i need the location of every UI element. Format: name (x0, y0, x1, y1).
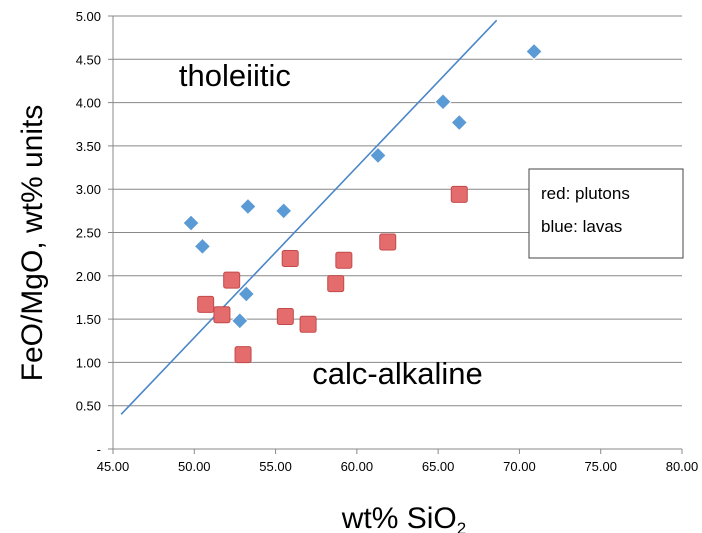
lava-point (182, 214, 200, 232)
region-label: tholeiitic (179, 58, 291, 93)
legend-line-plutons: red: plutons (541, 184, 630, 203)
x-tick-label: 80.00 (666, 459, 699, 474)
pluton-point (213, 306, 231, 324)
pluton-point (276, 308, 294, 326)
legend-line-lavas: blue: lavas (541, 217, 622, 236)
pluton-point (327, 275, 345, 293)
y-tick-label: 4.00 (76, 96, 101, 111)
x-axis-title-main: wt% SiO (341, 502, 457, 533)
lava-point (231, 312, 249, 330)
lava-point (434, 93, 452, 111)
annotations: tholeiitic calc-alkaline (179, 58, 483, 391)
pluton-point (223, 271, 241, 289)
y-tick-label: 2.00 (76, 269, 101, 284)
x-axis-title-subscript: 2 (457, 519, 466, 533)
x-tick-label: 60.00 (341, 459, 374, 474)
tick-labels: - 0.50 1.00 1.50 2.00 2.50 3.00 3.50 4.00 4.50 5.0… (76, 9, 699, 474)
y-tick-label: 3.00 (76, 182, 101, 197)
y-tick-label: 1.00 (76, 355, 101, 370)
grid-lines (113, 15, 682, 407)
x-tick-label: 55.00 (259, 459, 292, 474)
lava-point (525, 42, 543, 61)
y-tick-label: 0.50 (76, 399, 101, 414)
y-tick-label: 4.50 (76, 52, 101, 67)
x-tick-label: 65.00 (422, 459, 455, 474)
y-tick-label: - (97, 442, 101, 457)
x-axis-title: wt% SiO2 (341, 502, 467, 533)
legend-box: red: plutons blue: lavas (528, 168, 684, 259)
region-label: calc-alkaline (312, 356, 483, 391)
x-tick-label: 45.00 (97, 459, 130, 474)
lava-point (239, 197, 257, 216)
y-tick-label: 2.50 (76, 226, 101, 241)
pluton-point (299, 315, 317, 333)
pluton-point (335, 251, 353, 269)
lava-point (369, 146, 387, 165)
y-tick-label: 3.50 (76, 139, 101, 154)
divider-line (120, 19, 498, 415)
lava-point (193, 237, 212, 256)
y-tick-label: 1.50 (76, 312, 101, 327)
y-axis-title: FeO/MgO, wt% units (16, 105, 49, 382)
x-tick-label: 75.00 (584, 459, 617, 474)
y-tick-label: 5.00 (76, 9, 101, 24)
pluton-point (450, 185, 468, 203)
pluton-point (234, 346, 252, 364)
lava-point (450, 113, 468, 132)
pluton-point (379, 233, 397, 251)
lava-point (274, 202, 293, 220)
pluton-point (281, 249, 299, 267)
x-tick-label: 50.00 (178, 459, 211, 474)
lava-point (237, 285, 256, 303)
pluton-point (197, 295, 215, 313)
axes (108, 15, 683, 454)
data-points (182, 42, 543, 364)
x-tick-label: 70.00 (503, 459, 536, 474)
